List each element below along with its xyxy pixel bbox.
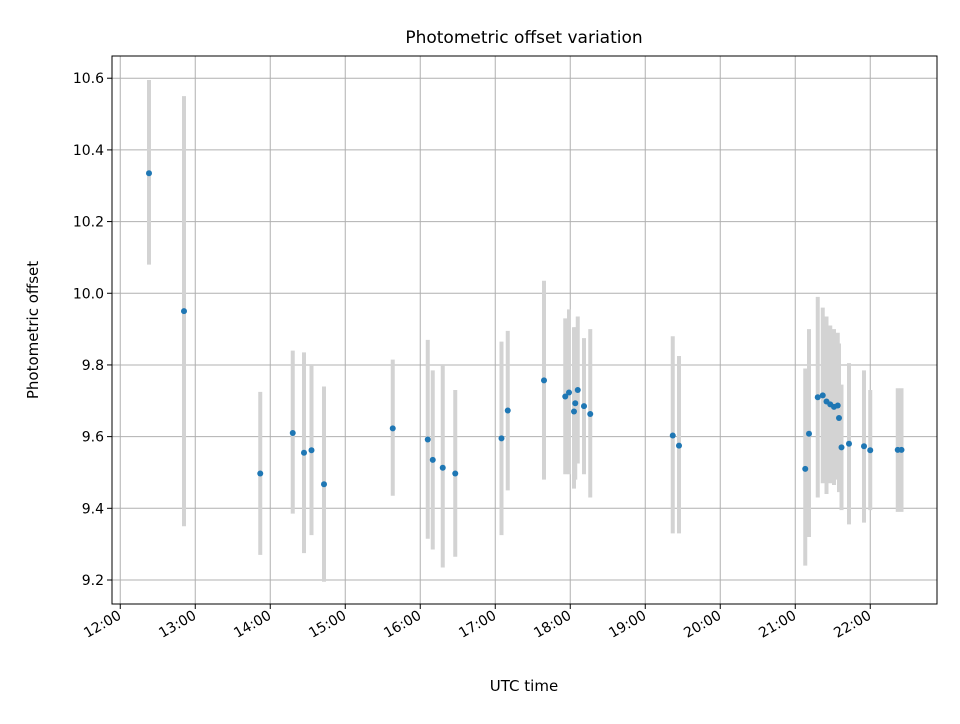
y-tick-label: 9.6 — [82, 430, 104, 446]
y-tick-label: 10.0 — [73, 286, 104, 302]
x-tick-label: 14:00 — [231, 608, 274, 642]
data-point — [257, 470, 264, 477]
y-tick-label: 10.2 — [73, 215, 104, 231]
data-point — [861, 443, 867, 450]
x-tick-label: 13:00 — [156, 608, 199, 642]
y-tick-label: 9.8 — [82, 358, 104, 374]
data-point — [566, 389, 572, 396]
data-point — [581, 403, 587, 410]
data-point — [846, 440, 852, 447]
data-point — [838, 444, 845, 451]
data-points — [146, 170, 905, 488]
x-tick-label: 19:00 — [606, 608, 649, 642]
x-axis-ticks: 12:00 13:00 14:00 15:00 16:00 17:00 18:00 19:00… — [81, 604, 874, 642]
x-tick-label: 17:00 — [456, 608, 499, 642]
data-point — [439, 464, 446, 471]
data-point — [836, 414, 842, 421]
data-point — [676, 442, 682, 449]
y-tick-label: 10.4 — [73, 143, 104, 159]
x-tick-label: 15:00 — [306, 608, 349, 642]
x-axis-label: UTC time — [490, 677, 558, 695]
data-point — [806, 430, 812, 437]
grid-lines — [112, 56, 937, 604]
data-point — [571, 408, 577, 415]
data-point — [452, 470, 459, 477]
data-point — [834, 402, 841, 409]
data-point — [802, 465, 809, 472]
data-point — [301, 449, 307, 456]
x-tick-label: 21:00 — [756, 608, 799, 642]
data-point — [429, 456, 436, 463]
data-point — [867, 447, 874, 454]
data-point — [289, 430, 296, 437]
data-point — [498, 435, 505, 442]
y-tick-label: 9.4 — [82, 501, 104, 517]
data-point — [898, 446, 905, 453]
data-point — [669, 432, 676, 439]
y-axis-label: Photometric offset — [24, 261, 42, 399]
data-point — [587, 411, 594, 418]
data-point — [504, 407, 511, 414]
x-tick-label: 16:00 — [381, 608, 424, 642]
data-point — [819, 392, 826, 399]
x-tick-label: 12:00 — [81, 608, 124, 642]
data-point — [562, 393, 569, 400]
error-bars — [147, 80, 904, 582]
x-tick-label: 18:00 — [531, 608, 574, 642]
plot-frame — [111, 55, 938, 605]
data-point — [181, 308, 187, 315]
data-point — [541, 377, 547, 384]
data-point — [146, 170, 152, 177]
data-point — [424, 436, 431, 443]
y-axis-ticks: 9.2 9.4 9.6 9.8 10.0 10.2 10.4 10.6 — [73, 71, 112, 589]
data-point — [572, 400, 579, 407]
x-tick-label: 22:00 — [831, 608, 874, 642]
data-point — [321, 481, 327, 488]
y-tick-label: 9.2 — [82, 573, 104, 589]
data-point — [389, 425, 396, 432]
chart-title: Photometric offset variation — [405, 28, 642, 48]
data-point — [308, 447, 315, 454]
data-point — [574, 387, 581, 394]
y-tick-label: 10.6 — [73, 71, 104, 87]
x-tick-label: 20:00 — [681, 608, 724, 642]
data-point — [814, 394, 821, 401]
